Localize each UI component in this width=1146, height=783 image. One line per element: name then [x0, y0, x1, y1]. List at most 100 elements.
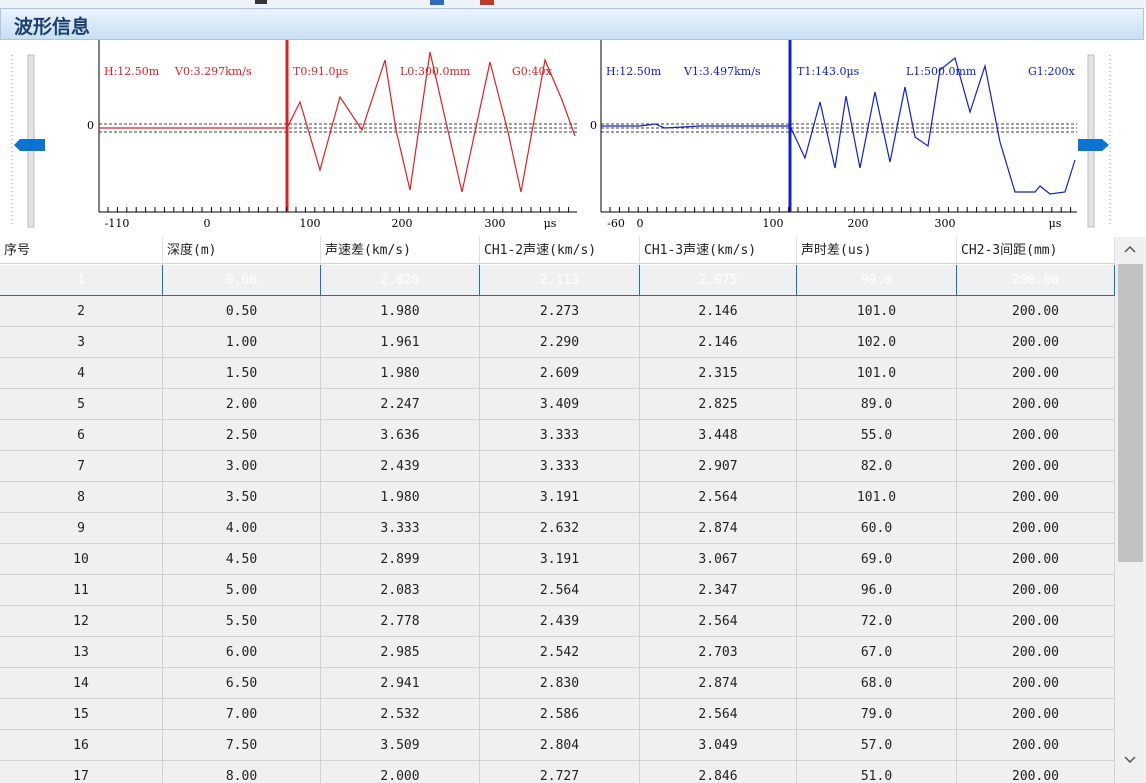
- table-cell: 2.564: [640, 482, 797, 513]
- table-cell: 2.083: [321, 575, 480, 606]
- table-cell: 2.146: [640, 327, 797, 358]
- table-cell: 2.778: [321, 606, 480, 637]
- zero-label: 0: [87, 119, 94, 132]
- table-cell: 200.00: [957, 668, 1115, 699]
- table-cell: 2.825: [640, 389, 797, 420]
- table-cell: 1.980: [321, 482, 480, 513]
- table-cell: 200.00: [957, 699, 1115, 730]
- column-header: CH1-2声速(km/s): [480, 237, 640, 264]
- x-tick-label: 100: [763, 217, 784, 230]
- table-row[interactable]: 2 0.50 1.980 2.273 2.146 101.0 200.00: [0, 296, 1115, 327]
- table-cell: 11: [0, 575, 163, 606]
- table-cell: 200.00: [957, 482, 1115, 513]
- table-cell: 2.804: [480, 730, 640, 761]
- table-row[interactable]: 1 0.00 2.020 2.113 2.075 99.0 200.00: [0, 265, 1115, 296]
- table-cell: 2.315: [640, 358, 797, 389]
- right-plot: [600, 40, 1077, 213]
- table-row[interactable]: 6 2.50 3.636 3.333 3.448 55.0 200.00: [0, 420, 1115, 451]
- table-cell: 200.00: [957, 513, 1115, 544]
- table-row[interactable]: 11 5.00 2.083 2.564 2.347 96.0 200.00: [0, 575, 1115, 606]
- table-cell: 3.448: [640, 420, 797, 451]
- table-cell: 5.00: [163, 575, 321, 606]
- table-cell: 2.941: [321, 668, 480, 699]
- table-cell: 101.0: [797, 296, 957, 327]
- table-cell: 3: [0, 327, 163, 358]
- table-cell: 2.632: [480, 513, 640, 544]
- right-slider[interactable]: [1078, 54, 1109, 228]
- table-cell: 2.542: [480, 637, 640, 668]
- table-cell: 12: [0, 606, 163, 637]
- x-tick-label: 300: [485, 217, 506, 230]
- table-cell: 200.00: [957, 730, 1115, 761]
- table-cell: 200.00: [957, 761, 1115, 783]
- table-cell: 200.00: [957, 451, 1115, 482]
- table-cell: 2.830: [480, 668, 640, 699]
- scrollbar[interactable]: [1115, 237, 1146, 783]
- table-cell: 3.333: [321, 513, 480, 544]
- table-cell: 2.874: [640, 668, 797, 699]
- x-tick-label: 0: [637, 217, 644, 230]
- table-cell: 2.113: [480, 265, 640, 296]
- info-label: G1:200x: [1028, 65, 1075, 78]
- table-row[interactable]: 9 4.00 3.333 2.632 2.874 60.0 200.00: [0, 513, 1115, 544]
- table-cell: 200.00: [957, 637, 1115, 668]
- table-row[interactable]: 5 2.00 2.247 3.409 2.825 89.0 200.00: [0, 389, 1115, 420]
- table-row[interactable]: 8 3.50 1.980 3.191 2.564 101.0 200.00: [0, 482, 1115, 513]
- table-cell: 200.00: [957, 420, 1115, 451]
- table-cell: 2.564: [640, 699, 797, 730]
- table-cell: 5: [0, 389, 163, 420]
- table-row[interactable]: 12 5.50 2.778 2.439 2.564 72.0 200.00: [0, 606, 1115, 637]
- table-cell: 2.586: [480, 699, 640, 730]
- x-tick-label: -110: [105, 217, 130, 230]
- table-cell: 200.00: [957, 575, 1115, 606]
- table-cell: 0.50: [163, 296, 321, 327]
- table-cell: 2.146: [640, 296, 797, 327]
- table-cell: 200.00: [957, 265, 1115, 296]
- table-cell: 8: [0, 482, 163, 513]
- table-row[interactable]: 4 1.50 1.980 2.609 2.315 101.0 200.00: [0, 358, 1115, 389]
- column-header: 深度(m): [163, 237, 321, 264]
- table-cell: 2.899: [321, 544, 480, 575]
- table-cell: 2.874: [640, 513, 797, 544]
- table-row[interactable]: 15 7.00 2.532 2.586 2.564 79.0 200.00: [0, 699, 1115, 730]
- table-cell: 101.0: [797, 358, 957, 389]
- table-cell: 3.191: [480, 482, 640, 513]
- left-slider[interactable]: [14, 54, 45, 228]
- table-cell: 2.020: [321, 265, 480, 296]
- x-unit: μs: [1049, 217, 1062, 230]
- table-row[interactable]: 17 8.00 2.000 2.727 2.846 51.0 200.00: [0, 761, 1115, 783]
- table-cell: 6.00: [163, 637, 321, 668]
- table-cell: 17: [0, 761, 163, 783]
- info-label: T0:91.0µs: [293, 65, 349, 78]
- table-cell: 2.439: [480, 606, 640, 637]
- table-cell: 2.985: [321, 637, 480, 668]
- table-cell: 2.703: [640, 637, 797, 668]
- table-cell: 1.50: [163, 358, 321, 389]
- column-header: 序号: [0, 237, 163, 264]
- table-row[interactable]: 7 3.00 2.439 3.333 2.907 82.0 200.00: [0, 451, 1115, 482]
- table-cell: 2.000: [321, 761, 480, 783]
- table-cell: 200.00: [957, 358, 1115, 389]
- table-row[interactable]: 13 6.00 2.985 2.542 2.703 67.0 200.00: [0, 637, 1115, 668]
- info-label: H:12.50m: [606, 65, 662, 78]
- table-cell: 2.564: [480, 575, 640, 606]
- info-label: G0:40x: [512, 65, 552, 78]
- table-cell: 102.0: [797, 327, 957, 358]
- table-cell: 2.532: [321, 699, 480, 730]
- table-cell: 2.247: [321, 389, 480, 420]
- table-cell: 2.439: [321, 451, 480, 482]
- table-cell: 3.333: [480, 420, 640, 451]
- info-label: H:12.50m: [104, 65, 160, 78]
- column-header: CH1-3声速(km/s): [640, 237, 797, 264]
- table-cell: 200.00: [957, 327, 1115, 358]
- table-cell: 200.00: [957, 389, 1115, 420]
- table-row[interactable]: 10 4.50 2.899 3.191 3.067 69.0 200.00: [0, 544, 1115, 575]
- table-row[interactable]: 16 7.50 3.509 2.804 3.049 57.0 200.00: [0, 730, 1115, 761]
- table-cell: 1.980: [321, 296, 480, 327]
- table-row[interactable]: 3 1.00 1.961 2.290 2.146 102.0 200.00: [0, 327, 1115, 358]
- table-cell: 4: [0, 358, 163, 389]
- table-row[interactable]: 14 6.50 2.941 2.830 2.874 68.0 200.00: [0, 668, 1115, 699]
- table-cell: 2.273: [480, 296, 640, 327]
- x-tick-label: -60: [607, 217, 625, 230]
